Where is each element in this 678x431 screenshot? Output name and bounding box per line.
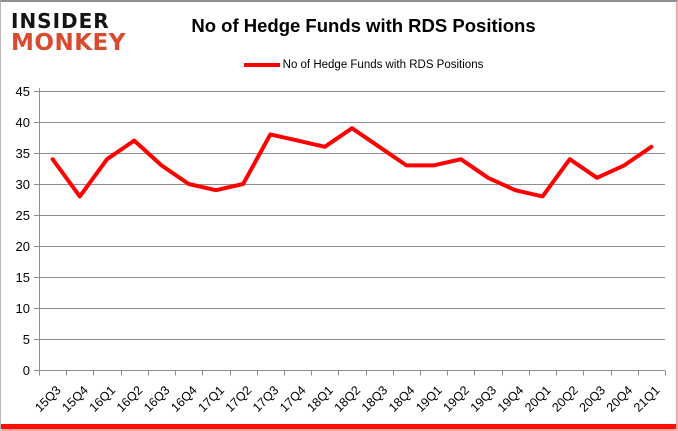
- x-axis-tick-label: 19Q1: [413, 383, 445, 415]
- x-axis-tick-label: 16Q3: [141, 383, 173, 415]
- insider-monkey-logo: INSIDER MONKEY: [11, 11, 126, 55]
- x-axis-tick-label: 16Q2: [114, 383, 146, 415]
- x-axis-tick-label: 19Q3: [468, 383, 500, 415]
- y-axis-tick-label: 5: [23, 332, 30, 347]
- x-axis-tick-label: 16Q1: [87, 383, 119, 415]
- legend-label: No of Hedge Funds with RDS Positions: [282, 59, 484, 71]
- y-axis-tick-label: 15: [16, 270, 30, 285]
- x-axis-tick-label: 19Q4: [495, 383, 527, 415]
- x-axis-tick-label: 20Q1: [522, 383, 554, 415]
- x-axis-tick-label: 19Q2: [440, 383, 472, 415]
- x-axis-tick-label: 18Q2: [332, 383, 364, 415]
- x-axis-tick-label: 17Q1: [196, 383, 228, 415]
- x-axis-tick-label: 18Q4: [386, 383, 418, 415]
- y-axis-tick-label: 40: [16, 115, 30, 130]
- x-axis-tick-label: 20Q2: [549, 383, 581, 415]
- y-axis-tick-label: 35: [16, 146, 30, 161]
- logo-text-insider: INSIDER: [11, 9, 110, 33]
- x-axis-tick-label: 17Q3: [250, 383, 282, 415]
- legend-line-swatch: [243, 63, 280, 67]
- x-axis-tick-label: 17Q2: [223, 383, 255, 415]
- y-axis-tick-label: 45: [16, 84, 30, 99]
- x-axis-tick-label: 15Q3: [32, 383, 64, 415]
- x-axis-tick-label: 20Q4: [604, 383, 636, 415]
- y-axis-tick-label: 20: [16, 239, 30, 254]
- chart-title: No of Hedge Funds with RDS Positions: [191, 15, 536, 36]
- data-line: [50, 126, 654, 199]
- logo-text-monkey: MONKEY: [11, 30, 126, 56]
- x-axis-tick-label: 20Q3: [577, 383, 609, 415]
- x-axis-tick-label: 18Q1: [304, 383, 336, 415]
- x-axis-tick-label: 16Q4: [168, 383, 200, 415]
- x-axis-tick-label: 21Q1: [631, 383, 663, 415]
- y-axis-tick-label: 30: [16, 177, 30, 192]
- x-axis-tick-label: 15Q4: [59, 383, 91, 415]
- x-axis-tick-label: 17Q4: [277, 383, 309, 415]
- legend: No of Hedge Funds with RDS Positions: [61, 59, 666, 71]
- y-axis-tick-label: 0: [23, 363, 30, 378]
- x-axis-tick-label: 18Q3: [359, 383, 391, 415]
- bottom-border-bar: [1, 424, 676, 429]
- y-axis-tick-label: 10: [16, 301, 30, 316]
- y-axis-tick-label: 25: [16, 208, 30, 223]
